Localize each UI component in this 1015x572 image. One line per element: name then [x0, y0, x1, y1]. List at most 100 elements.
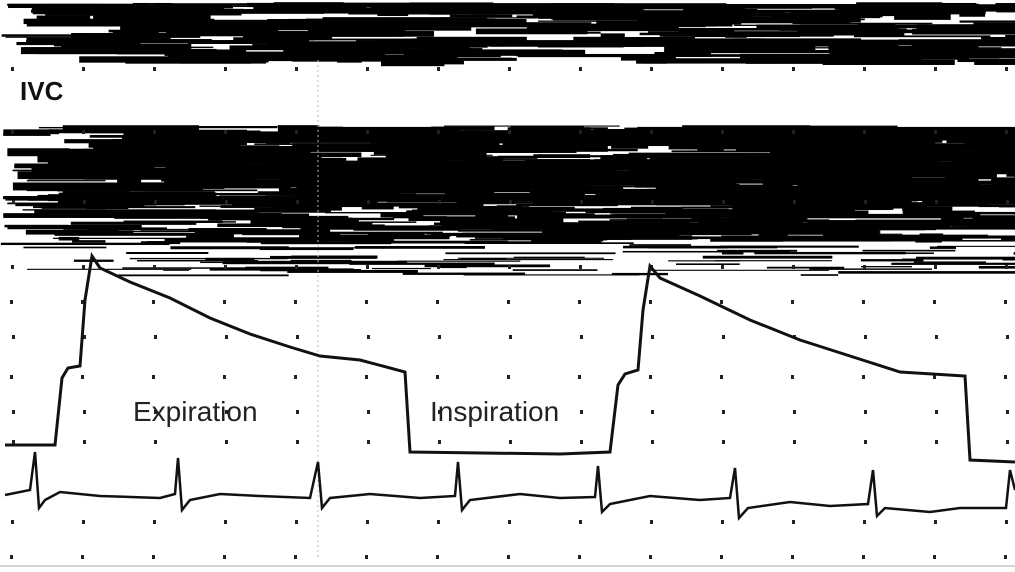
marker-dot	[1005, 265, 1008, 269]
tissue-streak	[431, 127, 494, 131]
tissue-streak	[714, 222, 803, 224]
tissue-streak	[274, 2, 344, 5]
marker-dot	[224, 265, 227, 269]
tissue-streak	[212, 203, 318, 204]
tissue-streak	[550, 185, 587, 190]
tissue-streak	[864, 127, 892, 129]
tissue-streak	[253, 34, 333, 41]
tissue-streak	[282, 224, 385, 228]
tissue-streak	[443, 259, 613, 260]
tissue-streak	[24, 47, 148, 53]
marker-dot	[295, 67, 298, 71]
marker-dot	[152, 555, 155, 559]
tissue-streak	[894, 14, 951, 20]
marker-dot	[935, 335, 938, 339]
tissue-streak	[956, 235, 1015, 238]
tissue-streak	[375, 188, 448, 191]
tissue-streak	[1006, 173, 1015, 177]
marker-dot	[721, 130, 724, 134]
marker-dot	[793, 200, 796, 204]
marker-dot	[366, 130, 369, 134]
tissue-streak	[199, 150, 311, 155]
tissue-streak	[731, 186, 829, 192]
marker-dot	[934, 130, 937, 134]
marker-dot	[1005, 520, 1008, 524]
marker-dot	[367, 335, 370, 339]
marker-dot	[863, 130, 866, 134]
tissue-streak	[130, 258, 288, 259]
tissue-streak	[856, 2, 942, 6]
tissue-streak	[513, 269, 598, 271]
marker-dot	[154, 200, 157, 204]
marker-dot	[367, 200, 370, 204]
tissue-streak	[242, 139, 289, 143]
tissue-streak	[285, 204, 362, 207]
tissue-streak	[265, 5, 300, 7]
tissue-streak	[133, 130, 247, 132]
tissue-streak	[615, 214, 698, 219]
tissue-streak	[269, 219, 328, 223]
marker-dot	[650, 67, 653, 71]
tissue-streak	[322, 146, 452, 147]
tissue-streak	[388, 227, 490, 228]
tissue-streak	[957, 58, 1015, 62]
marker-dot	[1004, 555, 1007, 559]
tissue-streak	[308, 28, 405, 31]
marker-dot	[722, 440, 725, 444]
marker-dot	[1004, 375, 1007, 379]
tissue-streak	[445, 252, 615, 254]
marker-dot	[12, 440, 15, 444]
tissue-streak	[79, 56, 189, 62]
marker-dot	[296, 200, 299, 204]
tissue-streak	[222, 237, 396, 238]
marker-dot	[436, 300, 439, 304]
tissue-streak	[603, 208, 666, 210]
tissue-streak	[723, 130, 849, 133]
marker-dot	[154, 440, 157, 444]
tissue-streak	[27, 269, 191, 270]
marker-dot	[791, 555, 794, 559]
marker-dot	[224, 520, 227, 524]
tissue-streak	[838, 271, 1015, 274]
tissue-streak	[646, 173, 683, 176]
tissue-streak	[979, 266, 1015, 269]
tissue-streak	[663, 37, 695, 43]
tissue-streak	[327, 136, 404, 142]
marker-dot	[509, 335, 512, 339]
respiration-trace	[5, 256, 1015, 462]
tissue-streak	[216, 181, 268, 189]
tissue-streak	[942, 216, 964, 219]
tissue-streak	[317, 127, 435, 131]
marker-dot	[508, 67, 511, 71]
marker-dot	[296, 440, 299, 444]
tissue-streak	[912, 199, 1015, 201]
marker-dot	[934, 265, 937, 269]
marker-dot	[935, 440, 938, 444]
marker-dot	[508, 520, 511, 524]
marker-dot	[294, 555, 297, 559]
tissue-streak	[418, 9, 440, 11]
tissue-streak	[190, 49, 217, 50]
marker-dot	[10, 300, 13, 304]
tissue-streak	[678, 30, 734, 36]
tissue-streak	[1006, 142, 1015, 148]
tissue-streak	[394, 27, 471, 31]
tissue-streak	[71, 33, 200, 38]
tissue-streak	[729, 218, 806, 221]
tissue-streak	[960, 20, 1015, 22]
marker-dot	[862, 555, 865, 559]
tissue-streak	[450, 15, 512, 18]
ultrasound-trace	[0, 0, 1015, 572]
marker-dot	[436, 555, 439, 559]
tissue-streak	[554, 149, 638, 151]
marker-dot	[153, 520, 156, 524]
tissue-streak	[163, 270, 189, 271]
marker-dot	[580, 440, 583, 444]
tissue-streak	[796, 193, 906, 194]
marker-dot	[224, 67, 227, 71]
marker-dot	[934, 67, 937, 71]
tissue-streak	[268, 41, 377, 46]
tissue-streak	[126, 252, 208, 254]
tissue-streak	[991, 177, 1015, 185]
tissue-streak	[741, 140, 765, 143]
